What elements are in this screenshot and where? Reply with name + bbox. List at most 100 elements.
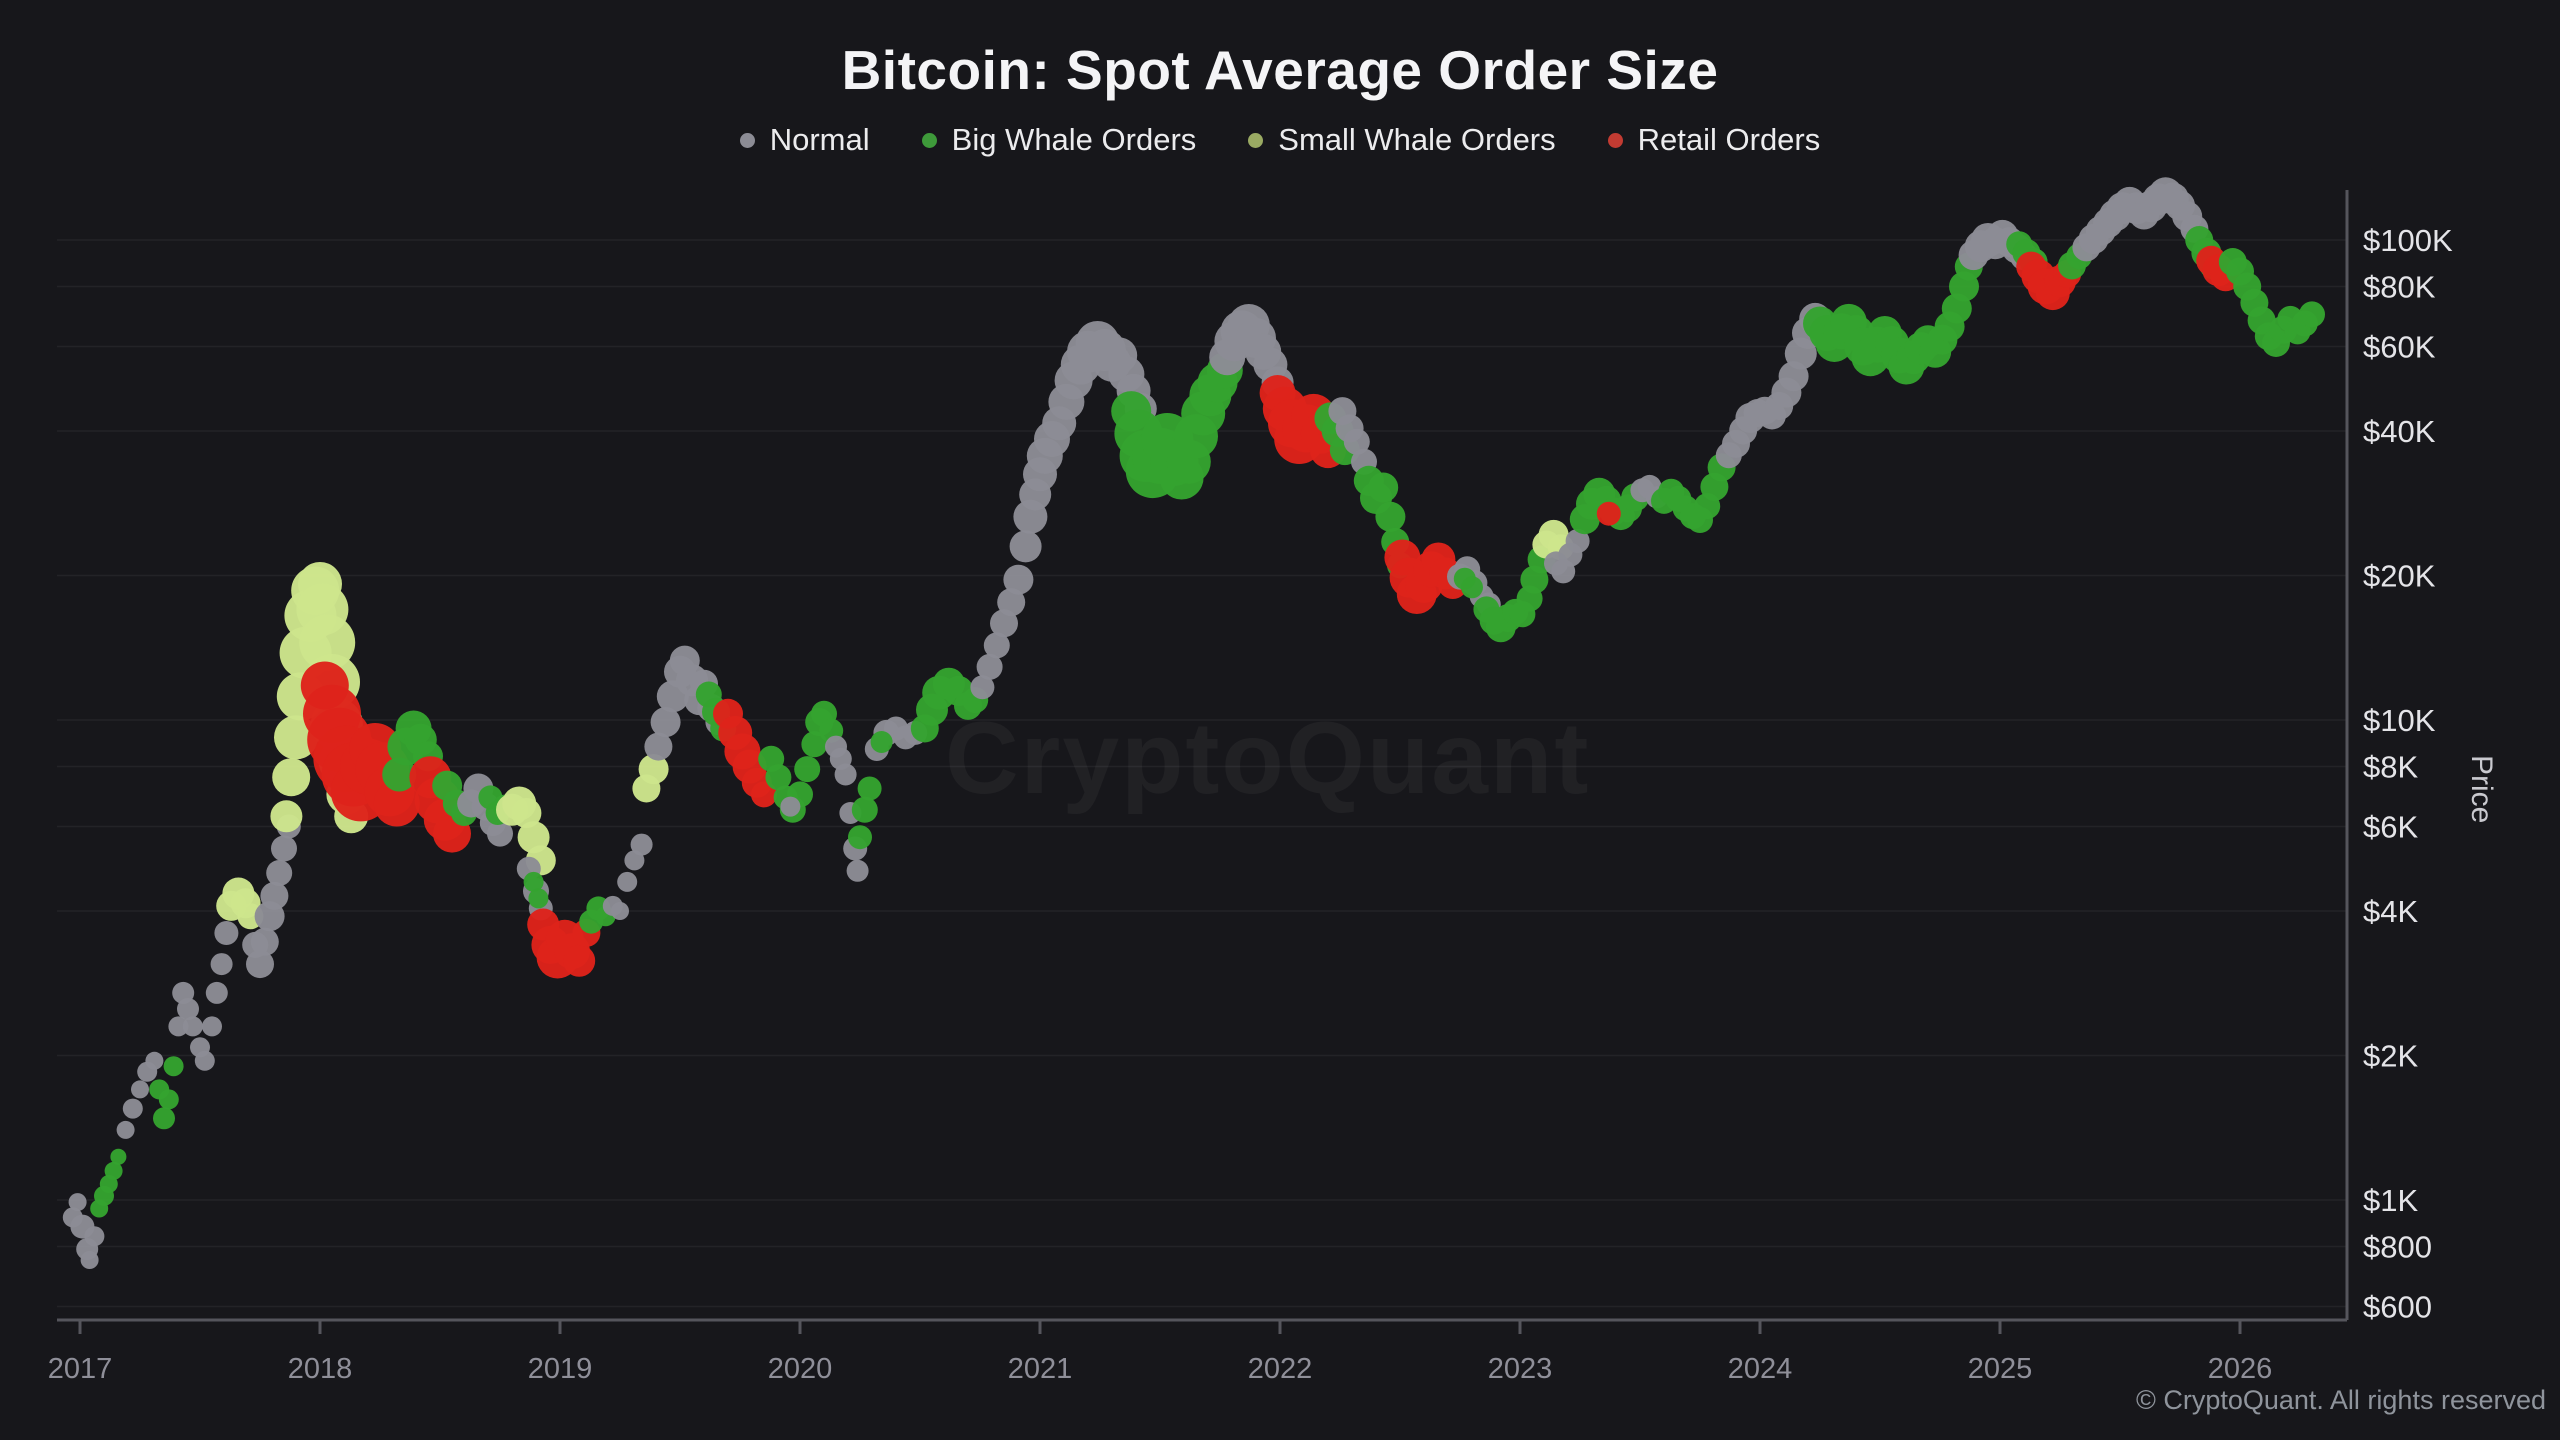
y-tick-label: $20K bbox=[2363, 559, 2436, 594]
data-point-normal bbox=[976, 653, 1003, 680]
y-tick-label: $1K bbox=[2363, 1183, 2418, 1218]
y-axis-labels: $100K $80K $60K $40K $20K $10K $8K $6K $4K $2K $1K… bbox=[2363, 223, 2453, 1324]
x-tick-label: 2025 bbox=[1968, 1353, 2033, 1385]
legend-label: Normal bbox=[769, 122, 870, 157]
data-point-normal bbox=[177, 998, 199, 1020]
data-point-big_whale bbox=[528, 888, 549, 909]
data-point-retail bbox=[1596, 501, 1621, 526]
data-point-normal bbox=[997, 588, 1026, 617]
data-point-normal bbox=[1343, 428, 1370, 455]
data-point-retail bbox=[563, 944, 596, 977]
data-point-normal bbox=[122, 1098, 143, 1119]
data-point-big_whale bbox=[848, 825, 872, 850]
y-tick-label: $2K bbox=[2363, 1039, 2418, 1074]
data-point-big_whale bbox=[2299, 301, 2325, 328]
data-point-big_whale bbox=[382, 757, 417, 792]
data-point-normal bbox=[970, 675, 995, 700]
data-point-normal bbox=[611, 902, 629, 920]
data-point-normal bbox=[1009, 530, 1042, 563]
data-point-big_whale bbox=[104, 1161, 123, 1180]
data-point-big_whale bbox=[163, 1056, 184, 1077]
x-tick-label: 2024 bbox=[1728, 1353, 1793, 1385]
data-point-normal bbox=[990, 609, 1018, 638]
data-point-big_whale bbox=[794, 756, 821, 783]
x-tick-label: 2018 bbox=[288, 1353, 353, 1385]
x-tick-label: 2023 bbox=[1488, 1353, 1553, 1385]
data-point-big_whale bbox=[851, 796, 878, 823]
data-point-normal bbox=[80, 1251, 99, 1269]
data-point-big_whale bbox=[1461, 576, 1483, 599]
x-tick-label: 2017 bbox=[48, 1353, 113, 1385]
data-point-big_whale bbox=[1375, 501, 1406, 532]
data-point-small_whale bbox=[511, 798, 542, 828]
y-tick-label: $600 bbox=[2363, 1289, 2432, 1324]
y-axis-title: Price bbox=[2465, 755, 2498, 824]
y-tick-label: $4K bbox=[2363, 894, 2418, 929]
chart-legend: Normal Big Whale Orders Small Whale Orders… bbox=[0, 122, 2560, 158]
data-point-normal bbox=[1565, 529, 1590, 553]
data-point-normal bbox=[131, 1080, 149, 1099]
data-point-retail bbox=[373, 780, 420, 827]
data-point-normal bbox=[210, 953, 233, 976]
x-tick-label: 2021 bbox=[1008, 1353, 1073, 1385]
data-point-small_whale bbox=[272, 758, 311, 797]
data-point-normal bbox=[194, 1050, 215, 1071]
data-point-normal bbox=[116, 1120, 135, 1139]
copyright-notice: © CryptoQuant. All rights reserved bbox=[2135, 1385, 2546, 1415]
data-point-normal bbox=[487, 820, 513, 847]
data-point-big_whale bbox=[158, 1089, 179, 1110]
data-point-retail bbox=[751, 781, 777, 808]
data-point-small_whale bbox=[517, 821, 550, 854]
data-point-big_whale bbox=[870, 731, 893, 753]
y-tick-label: $80K bbox=[2363, 270, 2436, 305]
data-point-normal bbox=[202, 1016, 222, 1037]
data-point-normal bbox=[624, 850, 645, 871]
legend-label: Small Whale Orders bbox=[1278, 122, 1556, 157]
data-point-big_whale bbox=[523, 871, 544, 892]
data-point-normal bbox=[644, 732, 673, 761]
data-point-big_whale bbox=[153, 1107, 175, 1130]
legend-item-big_whale[interactable]: Big Whale Orders bbox=[921, 122, 1196, 158]
legend-item-normal[interactable]: Normal bbox=[739, 122, 870, 158]
data-point-big_whale bbox=[110, 1148, 127, 1165]
data-point-big_whale bbox=[765, 764, 792, 791]
data-point-normal bbox=[846, 859, 869, 882]
data-point-big_whale bbox=[857, 776, 882, 801]
y-tick-label: $8K bbox=[2363, 750, 2418, 785]
y-tick-label: $800 bbox=[2363, 1230, 2432, 1265]
legend-item-retail[interactable]: Retail Orders bbox=[1607, 122, 1821, 158]
data-point-small_whale bbox=[270, 800, 303, 833]
data-point-normal bbox=[182, 1016, 203, 1037]
x-tick-label: 2022 bbox=[1248, 1353, 1313, 1385]
legend-label: Retail Orders bbox=[1637, 122, 1821, 157]
y-tick-label: $10K bbox=[2363, 703, 2436, 738]
y-tick-label: $100K bbox=[2363, 223, 2453, 258]
legend-dot-normal bbox=[739, 132, 755, 148]
data-point-normal bbox=[250, 927, 279, 956]
data-point-normal bbox=[84, 1226, 105, 1247]
data-point-normal bbox=[983, 632, 1010, 659]
page-title: Bitcoin: Spot Average Order Size bbox=[841, 39, 1719, 101]
data-point-normal bbox=[260, 881, 289, 910]
data-point-normal bbox=[246, 950, 274, 979]
data-point-normal bbox=[266, 860, 293, 886]
data-point-small_whale bbox=[638, 754, 669, 785]
legend-dot-big_whale bbox=[921, 132, 937, 148]
x-tick-label: 2020 bbox=[768, 1353, 833, 1385]
data-point-normal bbox=[271, 835, 297, 862]
y-tick-label: $6K bbox=[2363, 809, 2418, 844]
data-point-normal bbox=[145, 1051, 164, 1070]
legend-dot-small_whale bbox=[1248, 132, 1264, 148]
x-axis-labels: 2017 2018 2019 2020 2021 2022 2023 2024 2025 2026 bbox=[48, 1320, 2272, 1385]
data-point-normal bbox=[630, 833, 653, 856]
y-tick-label: $60K bbox=[2363, 329, 2436, 364]
y-tick-label: $40K bbox=[2363, 414, 2436, 449]
x-tick-label: 2019 bbox=[528, 1353, 593, 1385]
data-point-normal bbox=[168, 1016, 189, 1037]
legend-item-small_whale[interactable]: Small Whale Orders bbox=[1248, 122, 1556, 158]
scatter-points bbox=[62, 177, 2325, 1269]
data-point-big_whale bbox=[1368, 472, 1399, 503]
data-point-normal bbox=[214, 921, 239, 945]
